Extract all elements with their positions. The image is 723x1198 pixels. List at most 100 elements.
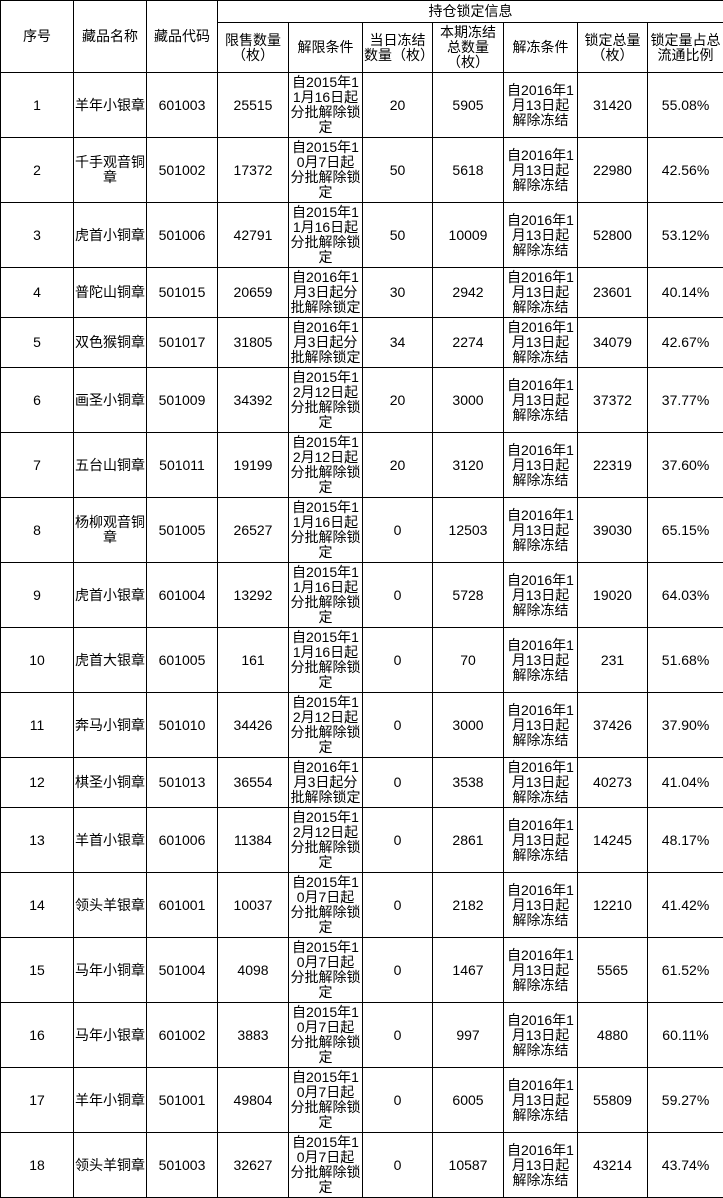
cell-unlock-condition: 自2016年1月3日起分批解除锁定 xyxy=(289,758,363,808)
cell-unlock-condition: 自2015年10月7日起分批解除锁定 xyxy=(289,938,363,1003)
cell-period-frozen-total: 5618 xyxy=(433,138,504,203)
cell-name: 画圣小铜章 xyxy=(74,368,147,433)
cell-unlock-condition: 自2015年10月7日起分批解除锁定 xyxy=(289,1068,363,1133)
cell-unfreeze-condition: 自2016年1月13日起解除冻结 xyxy=(504,873,578,938)
cell-lock-total: 23601 xyxy=(578,268,648,318)
cell-day-frozen-qty: 0 xyxy=(363,693,433,758)
col-header-name: 藏品名称 xyxy=(74,1,147,73)
cell-code: 501003 xyxy=(147,1133,218,1198)
cell-day-frozen-qty: 50 xyxy=(363,138,433,203)
cell-day-frozen-qty: 34 xyxy=(363,318,433,368)
cell-unfreeze-condition: 自2016年1月13日起解除冻结 xyxy=(504,318,578,368)
cell-lock-ratio: 42.56% xyxy=(648,138,723,203)
cell-day-frozen-qty: 20 xyxy=(363,73,433,138)
cell-unfreeze-condition: 自2016年1月13日起解除冻结 xyxy=(504,498,578,563)
cell-limit-qty: 25515 xyxy=(218,73,289,138)
cell-limit-qty: 10037 xyxy=(218,873,289,938)
cell-seq: 12 xyxy=(1,758,74,808)
cell-period-frozen-total: 997 xyxy=(433,1003,504,1068)
cell-lock-total: 5565 xyxy=(578,938,648,1003)
group-header-title: 持仓锁定信息 xyxy=(218,1,723,23)
cell-day-frozen-qty: 0 xyxy=(363,808,433,873)
col-header-unlock-condition: 解限条件 xyxy=(289,23,363,73)
table-header: 序号 藏品名称 藏品代码 持仓锁定信息 限售数量（枚） 解限条件 当日冻结数量（… xyxy=(1,1,723,73)
cell-unfreeze-condition: 自2016年1月13日起解除冻结 xyxy=(504,628,578,693)
cell-seq: 7 xyxy=(1,433,74,498)
cell-unfreeze-condition: 自2016年1月13日起解除冻结 xyxy=(504,808,578,873)
cell-day-frozen-qty: 0 xyxy=(363,563,433,628)
cell-limit-qty: 32627 xyxy=(218,1133,289,1198)
cell-limit-qty: 13292 xyxy=(218,563,289,628)
cell-code: 501011 xyxy=(147,433,218,498)
cell-limit-qty: 36554 xyxy=(218,758,289,808)
cell-lock-total: 22980 xyxy=(578,138,648,203)
cell-unfreeze-condition: 自2016年1月13日起解除冻结 xyxy=(504,268,578,318)
cell-limit-qty: 19199 xyxy=(218,433,289,498)
cell-name: 千手观音铜章 xyxy=(74,138,147,203)
cell-unlock-condition: 自2015年10月7日起分批解除锁定 xyxy=(289,138,363,203)
cell-name: 马年小银章 xyxy=(74,1003,147,1068)
cell-name: 奔马小铜章 xyxy=(74,693,147,758)
cell-name: 领头羊银章 xyxy=(74,873,147,938)
cell-period-frozen-total: 3538 xyxy=(433,758,504,808)
cell-name: 虎首小银章 xyxy=(74,563,147,628)
cell-lock-ratio: 51.68% xyxy=(648,628,723,693)
cell-period-frozen-total: 12503 xyxy=(433,498,504,563)
cell-seq: 10 xyxy=(1,628,74,693)
cell-day-frozen-qty: 50 xyxy=(363,203,433,268)
cell-seq: 8 xyxy=(1,498,74,563)
col-header-code: 藏品代码 xyxy=(147,1,218,73)
cell-lock-total: 4880 xyxy=(578,1003,648,1068)
cell-day-frozen-qty: 0 xyxy=(363,1003,433,1068)
col-header-limit-qty: 限售数量（枚） xyxy=(218,23,289,73)
cell-day-frozen-qty: 0 xyxy=(363,1133,433,1198)
cell-unlock-condition: 自2016年1月3日起分批解除锁定 xyxy=(289,268,363,318)
cell-unfreeze-condition: 自2016年1月13日起解除冻结 xyxy=(504,693,578,758)
cell-name: 棋圣小铜章 xyxy=(74,758,147,808)
cell-lock-total: 12210 xyxy=(578,873,648,938)
cell-unfreeze-condition: 自2016年1月13日起解除冻结 xyxy=(504,203,578,268)
cell-lock-total: 39030 xyxy=(578,498,648,563)
cell-unlock-condition: 自2015年12月12日起分批解除锁定 xyxy=(289,433,363,498)
cell-period-frozen-total: 3000 xyxy=(433,368,504,433)
cell-name: 双色猴铜章 xyxy=(74,318,147,368)
cell-lock-ratio: 53.12% xyxy=(648,203,723,268)
cell-code: 501013 xyxy=(147,758,218,808)
cell-seq: 16 xyxy=(1,1003,74,1068)
cell-seq: 13 xyxy=(1,808,74,873)
cell-lock-total: 37426 xyxy=(578,693,648,758)
cell-unfreeze-condition: 自2016年1月13日起解除冻结 xyxy=(504,563,578,628)
cell-code: 501002 xyxy=(147,138,218,203)
cell-unfreeze-condition: 自2016年1月13日起解除冻结 xyxy=(504,138,578,203)
cell-unlock-condition: 自2015年11月16日起分批解除锁定 xyxy=(289,73,363,138)
col-header-day-frozen-qty: 当日冻结数量（枚） xyxy=(363,23,433,73)
col-header-unfreeze-condition: 解冻条件 xyxy=(504,23,578,73)
cell-limit-qty: 34426 xyxy=(218,693,289,758)
cell-lock-ratio: 37.90% xyxy=(648,693,723,758)
cell-name: 羊年小铜章 xyxy=(74,1068,147,1133)
cell-unlock-condition: 自2015年12月12日起分批解除锁定 xyxy=(289,693,363,758)
cell-seq: 14 xyxy=(1,873,74,938)
col-header-seq: 序号 xyxy=(1,1,74,73)
cell-unlock-condition: 自2015年10月7日起分批解除锁定 xyxy=(289,873,363,938)
cell-unfreeze-condition: 自2016年1月13日起解除冻结 xyxy=(504,73,578,138)
cell-day-frozen-qty: 0 xyxy=(363,873,433,938)
cell-unlock-condition: 自2015年11月16日起分批解除锁定 xyxy=(289,498,363,563)
cell-limit-qty: 3883 xyxy=(218,1003,289,1068)
cell-code: 601004 xyxy=(147,563,218,628)
cell-unfreeze-condition: 自2016年1月13日起解除冻结 xyxy=(504,938,578,1003)
col-header-period-frozen-total: 本期冻结总数量（枚） xyxy=(433,23,504,73)
cell-unlock-condition: 自2015年11月16日起分批解除锁定 xyxy=(289,563,363,628)
cell-unfreeze-condition: 自2016年1月13日起解除冻结 xyxy=(504,433,578,498)
cell-period-frozen-total: 10587 xyxy=(433,1133,504,1198)
